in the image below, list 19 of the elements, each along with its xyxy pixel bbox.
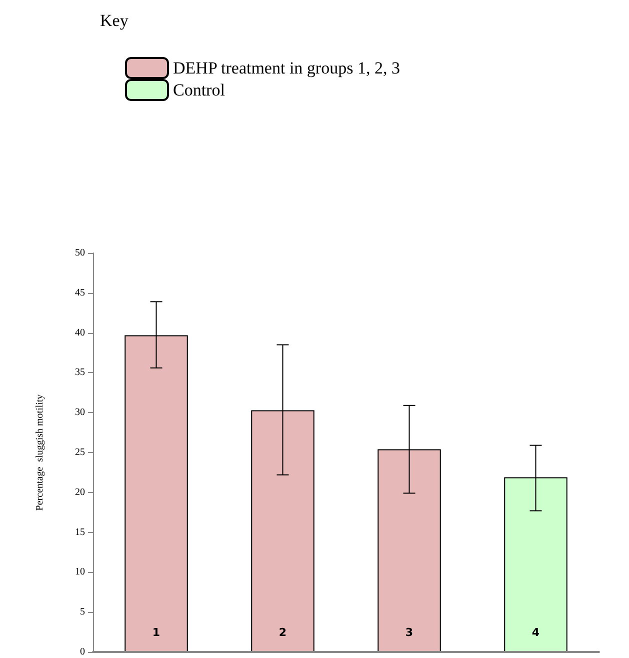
y-tick-label: 50 bbox=[75, 248, 85, 258]
x-tick-label: 1 bbox=[152, 626, 160, 639]
legend-label: DEHP treatment in groups 1, 2, 3 bbox=[173, 58, 400, 78]
x-tick-label: 4 bbox=[532, 626, 540, 639]
y-tick-label: 35 bbox=[75, 367, 85, 378]
y-tick-label: 30 bbox=[75, 407, 85, 418]
legend-title: Key bbox=[100, 11, 129, 30]
y-tick-label: 20 bbox=[75, 486, 85, 498]
x-tick-label: 3 bbox=[405, 626, 414, 639]
y-tick-label: 40 bbox=[75, 327, 85, 338]
y-tick-label: 15 bbox=[75, 526, 85, 538]
y-tick-label: 5 bbox=[80, 606, 85, 618]
y-tick-label: 10 bbox=[75, 566, 85, 578]
y-tick-label: 0 bbox=[80, 646, 85, 658]
legend-label: Control bbox=[173, 80, 226, 100]
y-axis-title: Percentage sluggish motility bbox=[34, 394, 46, 511]
y-tick-label: 45 bbox=[75, 287, 85, 298]
x-tick-label: 2 bbox=[278, 626, 287, 639]
y-tick-label: 25 bbox=[75, 447, 85, 458]
